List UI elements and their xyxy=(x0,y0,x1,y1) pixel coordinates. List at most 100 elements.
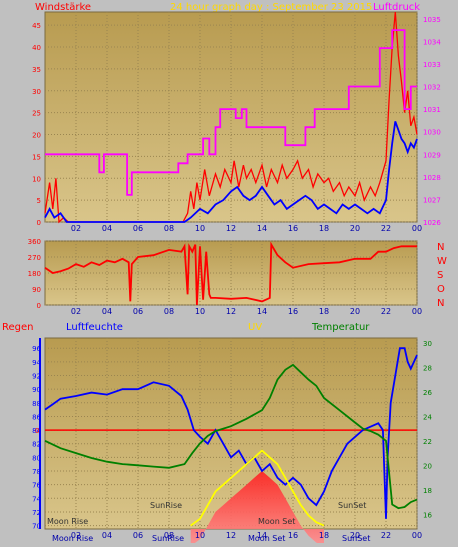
y-left-tick-label: 0 xyxy=(37,302,41,310)
x-tick-label: 06 xyxy=(133,307,143,316)
x-tick-label: 10 xyxy=(195,224,205,233)
y-left-tick-label: 96 xyxy=(32,345,41,353)
x-tick-label: 18 xyxy=(319,224,329,233)
x-tick-label: 02 xyxy=(71,531,81,540)
y-right-tick-label: 24 xyxy=(423,413,432,421)
chart-title: 24 hour graph day : September 23 2015 xyxy=(170,2,372,13)
x-tick-label: 12 xyxy=(226,531,236,540)
y-left-tick-label: 82 xyxy=(32,441,41,449)
x-tick-label: 06 xyxy=(133,531,143,540)
y-left-tick-label: 30 xyxy=(32,88,41,96)
x-tick-label: 06 xyxy=(133,224,143,233)
x-tick-label: 22 xyxy=(381,224,391,233)
event-annotation: Moon Rise xyxy=(47,517,88,526)
y-left-tick-label: 180 xyxy=(28,270,41,278)
y-right-tick-label: 1030 xyxy=(423,129,441,137)
event-annotation: Moon Set xyxy=(258,517,295,526)
x-tick-label: 20 xyxy=(350,224,360,233)
y-right-tick-label: N xyxy=(437,242,444,253)
y-left-tick-label: 90 xyxy=(32,386,41,394)
y-right-tick-label: 20 xyxy=(423,462,432,470)
x-tick-label: 02 xyxy=(71,224,81,233)
y-left-tick-label: 94 xyxy=(32,359,41,367)
uv-label: UV xyxy=(248,322,262,333)
y-left-tick-label: 70 xyxy=(32,523,41,531)
x-tick-label: 08 xyxy=(164,224,174,233)
y-right-tick-label: 1032 xyxy=(423,84,441,92)
y-right-tick-label: 1029 xyxy=(423,151,441,159)
y-left-tick-label: 15 xyxy=(32,153,41,161)
rain-zero-label: 0 xyxy=(35,427,39,435)
x-tick-label: 18 xyxy=(319,307,329,316)
x-tick-label: 14 xyxy=(257,307,267,316)
temperature-label: Temperatur xyxy=(311,322,370,333)
x-tick-label: 16 xyxy=(288,224,298,233)
x-tick-label: 04 xyxy=(102,531,112,540)
y-left-tick-label: 360 xyxy=(28,238,41,246)
x-tick-label: 14 xyxy=(257,531,267,540)
y-right-tick-label: 18 xyxy=(423,487,432,495)
x-tick-label: 20 xyxy=(350,531,360,540)
x-event-label: Moon Rise xyxy=(52,534,93,543)
series-line-2-0 xyxy=(44,347,418,519)
y-right-tick-label: 1034 xyxy=(423,38,441,46)
x-tick-label: 16 xyxy=(288,531,298,540)
y-left-tick-label: 20 xyxy=(32,132,41,140)
y-right-tick-label: 1031 xyxy=(423,106,441,114)
y-left-tick-label: 45 xyxy=(32,22,41,30)
y-right-tick-label: 1027 xyxy=(423,196,441,204)
x-tick-label: 20 xyxy=(350,307,360,316)
y-right-tick-label: W xyxy=(437,256,447,267)
event-annotation: SunRise xyxy=(150,501,182,510)
y-right-tick-label: S xyxy=(437,270,443,281)
x-event-label: SunSet xyxy=(342,534,370,543)
y-left-tick-label: 40 xyxy=(32,44,41,52)
x-tick-label: 00 xyxy=(412,531,422,540)
series-line-0-2 xyxy=(45,29,417,196)
y-right-tick-label: 26 xyxy=(423,389,432,397)
y-right-tick-label: 1026 xyxy=(423,219,441,227)
y-left-tick-label: 10 xyxy=(32,175,41,183)
y-right-tick-label: 30 xyxy=(423,340,432,348)
x-tick-label: 12 xyxy=(226,224,236,233)
pressure-label: Luftdruck xyxy=(373,2,420,13)
y-left-tick-label: 72 xyxy=(32,509,41,517)
y-left-tick-label: 86 xyxy=(32,413,41,421)
y-left-tick-label: 84 xyxy=(32,427,41,435)
x-tick-label: 08 xyxy=(164,307,174,316)
y-right-tick-label: 22 xyxy=(423,438,432,446)
x-tick-label: 00 xyxy=(412,307,422,316)
x-tick-label: 02 xyxy=(71,307,81,316)
series-line-0-1 xyxy=(44,121,418,223)
y-right-tick-label: O xyxy=(437,284,445,295)
x-tick-label: 00 xyxy=(412,224,422,233)
humidity-label: Luftfeuchte xyxy=(66,322,123,333)
rain-label: Regen xyxy=(2,322,34,333)
x-tick-label: 18 xyxy=(319,531,329,540)
event-annotation: SunSet xyxy=(338,501,366,510)
series-line-1-0 xyxy=(44,241,417,306)
y-right-tick-label: N xyxy=(437,298,444,309)
x-tick-label: 10 xyxy=(195,307,205,316)
x-tick-label: 14 xyxy=(257,224,267,233)
y-left-tick-label: 270 xyxy=(28,254,41,262)
y-right-tick-label: 1033 xyxy=(423,61,441,69)
series-line-2-2 xyxy=(190,449,325,527)
uv-area xyxy=(190,471,324,547)
x-tick-label: 10 xyxy=(195,531,205,540)
x-event-label: SunRise xyxy=(152,534,184,543)
y-right-tick-label: 1035 xyxy=(423,16,441,24)
y-left-tick-label: 92 xyxy=(32,373,41,381)
x-tick-label: 16 xyxy=(288,307,298,316)
y-right-tick-label: 16 xyxy=(423,511,432,519)
x-tick-label: 22 xyxy=(381,307,391,316)
y-left-tick-label: 76 xyxy=(32,482,41,490)
y-left-tick-label: 25 xyxy=(32,110,41,118)
y-left-tick-label: 5 xyxy=(37,197,41,205)
y-right-tick-label: 28 xyxy=(423,364,432,372)
x-tick-label: 22 xyxy=(381,531,391,540)
x-tick-label: 12 xyxy=(226,307,236,316)
series-line-2-1 xyxy=(44,363,418,510)
